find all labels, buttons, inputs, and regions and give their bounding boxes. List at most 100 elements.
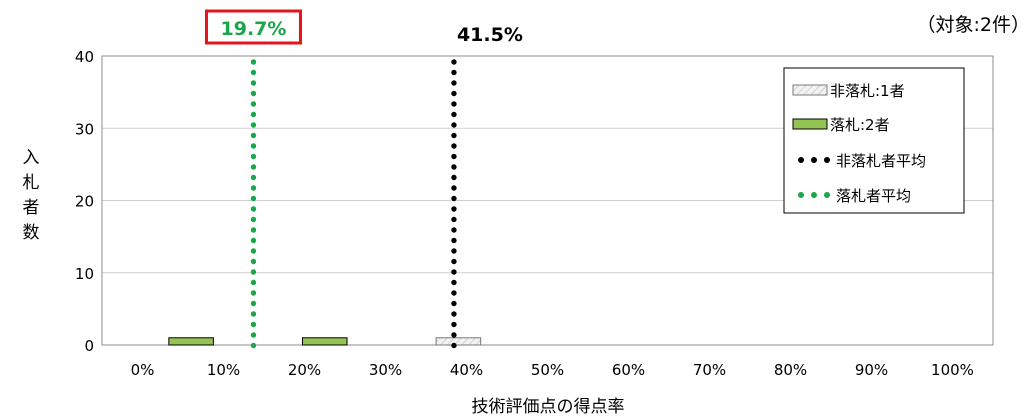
average-line-dot bbox=[451, 279, 457, 286]
average-line-dot bbox=[451, 69, 457, 76]
average-line-dot bbox=[250, 237, 257, 244]
average-line-dot bbox=[250, 101, 257, 107]
average-line-dot bbox=[451, 111, 457, 118]
average-line-dot bbox=[250, 90, 257, 97]
average-line-dot bbox=[451, 143, 457, 149]
average-line-dot bbox=[451, 59, 457, 65]
average-line-dot bbox=[451, 332, 457, 338]
y-tick-label: 20 bbox=[75, 193, 94, 211]
average-line-dot bbox=[451, 122, 457, 128]
legend-dot bbox=[811, 192, 817, 198]
x-tick-label: 80% bbox=[774, 361, 807, 379]
average-line-dot bbox=[451, 153, 457, 160]
average-line-dot bbox=[250, 164, 257, 170]
x-tick-label: 60% bbox=[612, 361, 645, 379]
average-line-dot bbox=[451, 132, 457, 139]
average-line-dot bbox=[250, 227, 257, 233]
average-line-dot bbox=[250, 332, 257, 338]
average-line-dot bbox=[250, 300, 257, 307]
average-line-dot bbox=[451, 216, 457, 223]
x-tick-label: 20% bbox=[288, 361, 321, 379]
average-line-dot bbox=[250, 80, 257, 86]
average-line-dot bbox=[250, 69, 257, 76]
average-line-dot bbox=[451, 300, 457, 307]
average-line-dot bbox=[451, 248, 457, 254]
y-axis-title-char: 札 bbox=[23, 173, 40, 193]
legend-label: 落札:2者 bbox=[830, 116, 890, 134]
y-tick-label: 40 bbox=[75, 48, 94, 66]
average-line-dot bbox=[451, 185, 457, 191]
average-line-dot bbox=[451, 101, 457, 107]
average-line-dot bbox=[250, 290, 257, 296]
x-tick-label: 90% bbox=[855, 361, 888, 379]
plot-area-border bbox=[101, 55, 994, 346]
average-line-dot bbox=[451, 174, 457, 181]
x-tick-label: 30% bbox=[369, 361, 402, 379]
average-line-dot bbox=[250, 311, 257, 317]
y-tick-label: 10 bbox=[75, 265, 94, 283]
average-line-dot bbox=[250, 206, 257, 212]
average-line-dot bbox=[451, 321, 457, 328]
scope-label: （対象:2件） bbox=[917, 14, 1031, 36]
average-line-dot bbox=[451, 80, 457, 86]
average-line-dot bbox=[250, 258, 257, 265]
average-line-dot bbox=[451, 195, 457, 202]
bar-winning bbox=[168, 337, 214, 346]
average-line-dot bbox=[451, 269, 457, 275]
legend-dot bbox=[824, 192, 830, 198]
average-line-dot bbox=[250, 59, 257, 65]
average-line-dot bbox=[451, 311, 457, 317]
x-tick-label: 0% bbox=[131, 361, 155, 379]
average-line-dot bbox=[250, 342, 257, 349]
bar-non-winning bbox=[435, 337, 482, 346]
x-tick-label: 10% bbox=[207, 361, 240, 379]
legend-label: 非落札者平均 bbox=[836, 152, 926, 170]
average-line-dot bbox=[250, 185, 257, 191]
average-line-dot bbox=[250, 153, 257, 160]
average-line-dot bbox=[451, 164, 457, 170]
y-axis-title-char: 数 bbox=[23, 223, 40, 243]
average-line-dot bbox=[451, 206, 457, 212]
legend-swatch bbox=[792, 84, 828, 96]
bar-winning bbox=[301, 337, 348, 346]
average-line-dot bbox=[250, 279, 257, 286]
y-tick-label: 0 bbox=[84, 337, 94, 355]
average-line-dot bbox=[451, 237, 457, 244]
x-tick-label: 50% bbox=[531, 361, 564, 379]
average-line-dot bbox=[451, 290, 457, 296]
average-line-dot bbox=[250, 122, 257, 128]
average-label: 19.7% bbox=[221, 18, 287, 40]
average-line-dot bbox=[250, 269, 257, 275]
average-line-dot bbox=[250, 321, 257, 328]
average-line-dot bbox=[250, 248, 257, 254]
average-label: 41.5% bbox=[457, 24, 523, 46]
average-line-dot bbox=[250, 174, 257, 181]
x-tick-label: 100% bbox=[931, 361, 974, 379]
average-line-dot bbox=[451, 227, 457, 233]
average-line-dot bbox=[250, 143, 257, 149]
average-line-dot bbox=[250, 111, 257, 118]
average-label-box bbox=[204, 9, 302, 45]
legend-dot bbox=[824, 157, 830, 163]
average-line-dot bbox=[451, 342, 457, 349]
y-tick-label: 30 bbox=[75, 120, 94, 138]
x-tick-label: 40% bbox=[450, 361, 483, 379]
legend-label: 非落札:1者 bbox=[830, 82, 905, 100]
legend-dot bbox=[798, 192, 804, 198]
x-axis-title: 技術評価点の得点率 bbox=[472, 397, 625, 416]
average-line-dot bbox=[451, 90, 457, 97]
average-line-dot bbox=[250, 195, 257, 202]
legend-label: 落札者平均 bbox=[836, 187, 911, 205]
average-line-dot bbox=[250, 132, 257, 139]
average-line-dot bbox=[250, 216, 257, 223]
average-line-dot bbox=[451, 258, 457, 265]
y-axis-title-char: 者 bbox=[23, 198, 40, 218]
x-tick-label: 70% bbox=[693, 361, 726, 379]
legend-dot bbox=[811, 157, 817, 163]
legend-swatch bbox=[792, 118, 828, 130]
y-axis-title-char: 入 bbox=[23, 148, 40, 168]
